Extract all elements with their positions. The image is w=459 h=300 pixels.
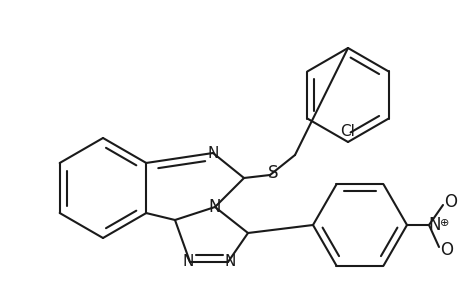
Text: Cl: Cl [340, 124, 355, 140]
Text: N: N [208, 198, 221, 216]
Text: ⊖: ⊖ [458, 190, 459, 204]
Text: N: N [428, 216, 440, 234]
Text: O: O [440, 241, 453, 259]
Text: N: N [182, 254, 193, 269]
Text: O: O [443, 193, 457, 211]
Text: N: N [224, 254, 235, 269]
Text: N: N [207, 146, 218, 160]
Text: ⊕: ⊕ [439, 218, 449, 228]
Text: S: S [267, 164, 278, 182]
